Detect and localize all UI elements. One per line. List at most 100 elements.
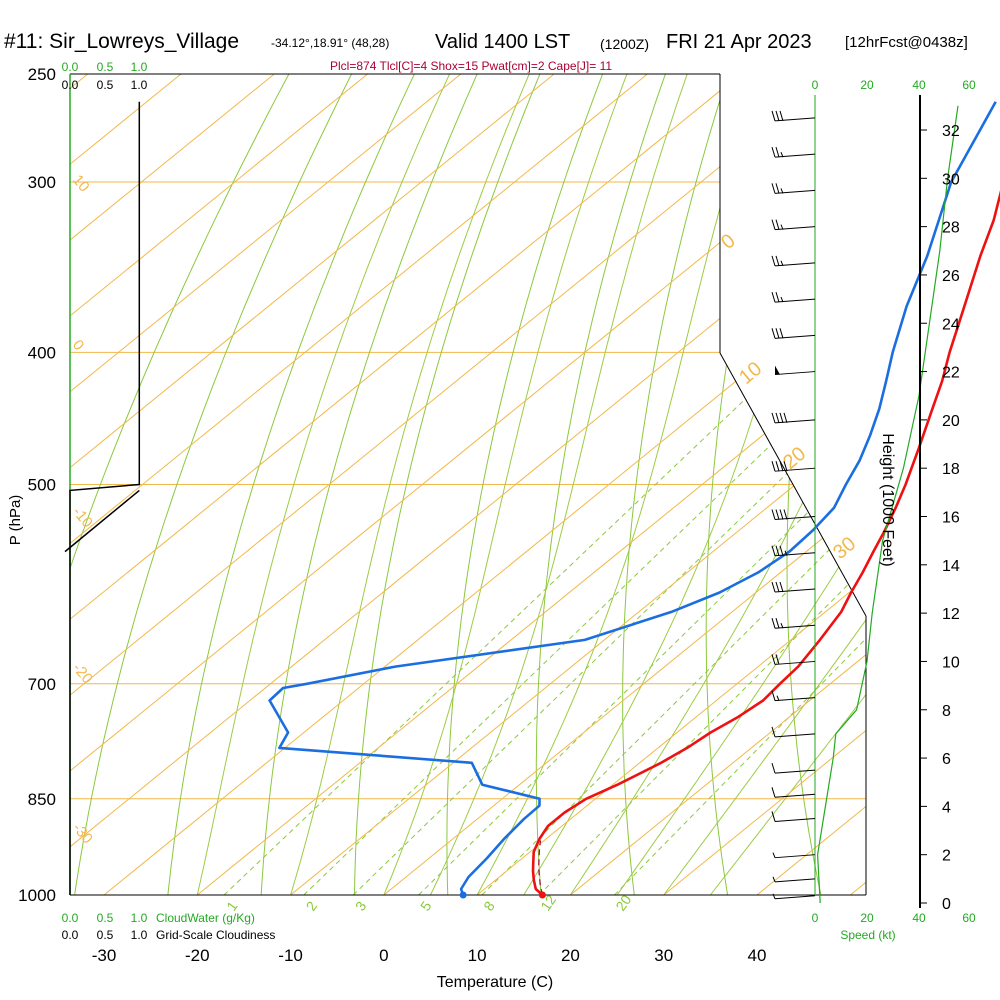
moist-adiabat xyxy=(383,74,628,895)
wind-barb xyxy=(772,852,816,859)
cloud-water-label: CloudWater (g/Kg) xyxy=(156,911,255,925)
isotherm-line xyxy=(70,74,555,895)
series-dewpoint xyxy=(268,101,997,896)
isotherm-line xyxy=(849,74,866,895)
dry-adiabat xyxy=(74,74,353,895)
cloudiness-profile xyxy=(69,101,141,895)
cloudiness-tail xyxy=(64,489,140,553)
isotherm-label: 10 xyxy=(69,172,93,196)
mixing-ratio-line xyxy=(418,351,866,895)
moist-adiabat xyxy=(290,74,530,895)
cloud-scale-bottom-green: 1.0 xyxy=(131,911,148,925)
isotherm-line xyxy=(70,74,275,895)
pressure-axis-title: P (hPa) xyxy=(7,495,24,546)
temperature-axis-title: Temperature (C) xyxy=(437,974,553,991)
cloud-scale-top-green: 1.0 xyxy=(131,60,148,74)
height-tick-label: 26 xyxy=(942,268,960,285)
isotherm-line xyxy=(944,74,1000,895)
wind-barb xyxy=(771,762,816,774)
height-tick-label: 2 xyxy=(942,848,951,865)
temperature-tick-label: -20 xyxy=(185,946,210,965)
height-tick-label: 14 xyxy=(942,558,960,575)
moist-adiabat xyxy=(616,74,866,895)
height-tick-label: 30 xyxy=(942,171,960,188)
height-tick-label: 32 xyxy=(942,123,960,140)
speed-tick-top: 40 xyxy=(912,78,926,92)
cloud-scale-bottom-black: 0.0 xyxy=(62,928,79,942)
cloud-scale-bottom-green: 0.0 xyxy=(62,911,79,925)
cloud-scale-bottom-black: 0.5 xyxy=(97,928,114,942)
isotherm-label: 0 xyxy=(69,337,87,354)
dry-adiabat xyxy=(535,74,666,895)
wind-barb xyxy=(771,811,816,822)
speed-tick-top: 20 xyxy=(860,78,874,92)
wind-speed-profile xyxy=(816,105,959,904)
height-tick-label: 0 xyxy=(942,896,951,913)
temperature-tick-label: -10 xyxy=(278,946,303,965)
moist-adiabat xyxy=(663,74,866,895)
height-tick-label: 18 xyxy=(942,461,960,478)
wind-barb xyxy=(772,893,816,900)
stability-indices: Plcl=874 Tlcl[C]=4 Shox=15 Pwat[cm]=2 Ca… xyxy=(330,59,613,73)
mixing-ratio-label: 3 xyxy=(352,898,370,914)
wind-barb xyxy=(771,787,816,798)
wind-barb xyxy=(771,219,816,231)
wind-barb xyxy=(771,461,816,472)
surface-temp-marker xyxy=(538,891,546,899)
mixing-ratio-label: 2 xyxy=(303,898,321,914)
wind-barb xyxy=(771,110,816,122)
wind-barb xyxy=(771,545,816,557)
isotherm-line xyxy=(70,74,368,895)
wind-barb xyxy=(771,581,816,593)
frame-diagonal xyxy=(719,352,867,617)
isotherm-line xyxy=(570,74,866,895)
pressure-tick-label: 700 xyxy=(28,675,56,694)
zulu-time: (1200Z) xyxy=(600,36,650,52)
cloudiness-label: Grid-Scale Cloudiness xyxy=(156,928,275,942)
speed-tick-bottom: 60 xyxy=(962,911,976,925)
moist-adiabat xyxy=(569,74,866,895)
temperature-tick-label: 40 xyxy=(748,946,767,965)
height-tick-label: 20 xyxy=(942,413,960,430)
surface-dewpoint-marker xyxy=(459,891,467,899)
isotherm-line xyxy=(663,74,866,895)
height-tick-label: 10 xyxy=(942,654,960,671)
wind-barb xyxy=(771,255,816,267)
speed-tick-bottom: 20 xyxy=(860,911,874,925)
height-axis-title: Height (1000 Feet) xyxy=(879,433,896,566)
dry-adiabat xyxy=(622,74,729,895)
isotherm-line xyxy=(103,74,866,895)
cloud-scale-top-green: 0.0 xyxy=(62,60,79,74)
isotherm-line xyxy=(70,74,648,895)
wind-barb xyxy=(772,876,816,883)
isotherm-label: 30 xyxy=(829,533,860,564)
speed-tick-top: 60 xyxy=(962,78,976,92)
isotherm-line xyxy=(70,74,742,895)
dry-adiabat xyxy=(942,74,1000,895)
wind-barb xyxy=(771,618,816,629)
pressure-tick-label: 400 xyxy=(28,343,56,362)
dry-adiabat xyxy=(70,74,290,895)
temperature-tick-label: 20 xyxy=(561,946,580,965)
dry-adiabat xyxy=(260,74,478,895)
mixing-ratio-line xyxy=(538,351,866,895)
pressure-tick-label: 500 xyxy=(28,476,56,495)
height-tick-label: 24 xyxy=(942,316,960,333)
forecast-label: [12hrFcst@0438z] xyxy=(845,34,968,51)
isotherm-line xyxy=(196,74,866,895)
moist-adiabat xyxy=(476,74,760,895)
wind-barb xyxy=(771,412,816,424)
isotherm-line xyxy=(383,74,866,895)
cloud-scale-top-black: 0.0 xyxy=(62,78,79,92)
height-tick-label: 22 xyxy=(942,365,960,382)
dry-adiabat xyxy=(446,74,604,895)
temperature-tick-label: 30 xyxy=(654,946,673,965)
height-tick-label: 8 xyxy=(942,703,951,720)
isotherm-line xyxy=(70,74,462,895)
plot-area xyxy=(70,74,1000,895)
series-temperature xyxy=(531,190,1000,896)
pressure-tick-label: 850 xyxy=(28,790,56,809)
wind-barb xyxy=(771,654,816,665)
wind-barb xyxy=(771,328,816,339)
